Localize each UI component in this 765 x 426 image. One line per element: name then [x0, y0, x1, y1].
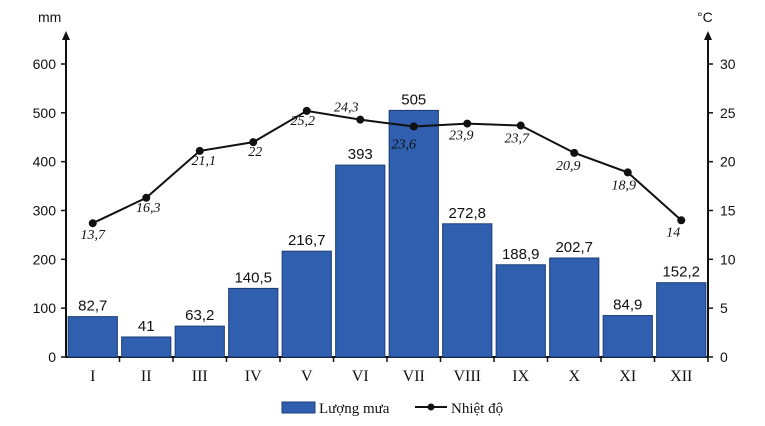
left-tick-label: 100 — [33, 300, 57, 316]
temperature-label: 23,6 — [392, 138, 417, 153]
temperature-point — [88, 219, 97, 228]
rainfall-bar-label: 505 — [401, 91, 426, 108]
rainfall-bar-label: 41 — [138, 318, 155, 335]
temperature-label: 24,3 — [334, 101, 359, 116]
rainfall-bar-label: 84,9 — [613, 297, 642, 314]
right-tick-label: 20 — [720, 154, 736, 170]
temperature-line-layer — [88, 106, 686, 228]
temperature-label: 18,9 — [612, 178, 637, 193]
left-tick-label: 200 — [33, 251, 57, 267]
legend: Lượng mưa Nhiệt độ — [281, 401, 503, 417]
x-tick-label: VIII — [453, 368, 481, 385]
rainfall-bar — [549, 257, 600, 358]
right-tick-label: 10 — [720, 251, 736, 267]
rainfall-bar — [67, 316, 118, 358]
left-tick-label: 0 — [48, 349, 56, 365]
right-tick-label: 25 — [720, 105, 736, 121]
rainfall-bar-label: 63,2 — [185, 307, 214, 324]
rainfall-bar — [281, 250, 332, 358]
temperature-label: 25,2 — [291, 114, 316, 129]
temperature-label: 22 — [248, 145, 262, 160]
temperature-point — [249, 138, 258, 147]
temperature-label: 23,9 — [449, 129, 474, 144]
x-tick-label: XII — [670, 368, 692, 385]
bar-labels: 82,7 41 63,2 140,5 216,7 393 505 272,8 188,9 202,… — [78, 91, 700, 335]
left-axis-unit: mm — [38, 9, 61, 25]
rainfall-bar — [656, 282, 707, 358]
x-tick-label: VII — [403, 368, 425, 385]
x-tick-label: XI — [619, 368, 636, 385]
left-tick-label: 300 — [33, 203, 57, 219]
rainfall-bar — [121, 336, 172, 358]
temperature-label: 16,3 — [136, 201, 161, 216]
x-tick-label: V — [301, 368, 313, 385]
rainfall-bar — [388, 109, 439, 358]
rainfall-bar-label: 272,8 — [448, 205, 486, 222]
rainfall-bar-label: 393 — [348, 146, 373, 163]
legend-bar-swatch — [281, 401, 316, 414]
x-tick-label: IX — [512, 368, 529, 385]
x-tick-label: III — [192, 368, 208, 385]
x-tick-label: VI — [352, 368, 369, 385]
x-tick-label: IV — [245, 368, 262, 385]
left-tick-label: 400 — [33, 154, 57, 170]
legend-line-marker — [427, 403, 435, 411]
rainfall-bar-label: 202,7 — [555, 239, 593, 256]
left-axis-arrow — [62, 31, 70, 40]
right-tick-label: 0 — [720, 349, 728, 365]
legend-bar-label: Lượng mưa — [319, 401, 390, 417]
rainfall-bar-label: 152,2 — [662, 264, 700, 281]
temperature-label: 21,1 — [192, 154, 217, 169]
temperature-labels: 13,7 16,3 21,1 22 25,2 24,3 23,6 23,9 23,7 20,9 18… — [81, 101, 681, 244]
left-tick-label: 500 — [33, 105, 57, 121]
right-tick-label: 30 — [720, 56, 736, 72]
temperature-point — [677, 216, 686, 225]
temperature-line — [92, 109, 682, 225]
rainfall-bar — [228, 287, 279, 358]
right-tick-label: 5 — [720, 300, 728, 316]
temperature-point — [356, 115, 365, 124]
x-tick-label: II — [141, 368, 152, 385]
right-tick-label: 15 — [720, 203, 736, 219]
rainfall-bar — [602, 315, 653, 358]
left-tick-label: 600 — [33, 56, 57, 72]
temperature-point — [195, 146, 204, 155]
x-tick-label: X — [568, 368, 580, 385]
temperature-point — [409, 122, 418, 131]
temperature-point — [463, 119, 472, 128]
temperature-label: 20,9 — [556, 159, 581, 174]
rainfall-bar — [335, 164, 386, 358]
temperature-label: 14 — [666, 225, 680, 240]
bars — [67, 109, 707, 358]
temperature-point — [570, 148, 579, 157]
rainfall-bar — [495, 264, 546, 358]
right-axis-arrow — [704, 31, 712, 40]
rainfall-bar — [174, 325, 225, 358]
legend-line-label: Nhiệt độ — [451, 401, 503, 417]
rainfall-bar-label: 188,9 — [502, 246, 540, 263]
rainfall-bar-label: 140,5 — [234, 269, 272, 286]
right-axis-unit: °C — [697, 9, 713, 25]
rainfall-bar-label: 82,7 — [78, 298, 107, 315]
x-tick-label: I — [90, 368, 95, 385]
rainfall-bar-label: 216,7 — [288, 232, 326, 249]
temperature-point — [623, 168, 632, 177]
temperature-label: 13,7 — [81, 228, 107, 243]
temperature-label: 23,7 — [505, 132, 531, 147]
temperature-point — [302, 106, 311, 115]
temperature-point — [516, 121, 525, 130]
temperature-point — [142, 193, 151, 202]
rainfall-bar — [442, 223, 493, 358]
